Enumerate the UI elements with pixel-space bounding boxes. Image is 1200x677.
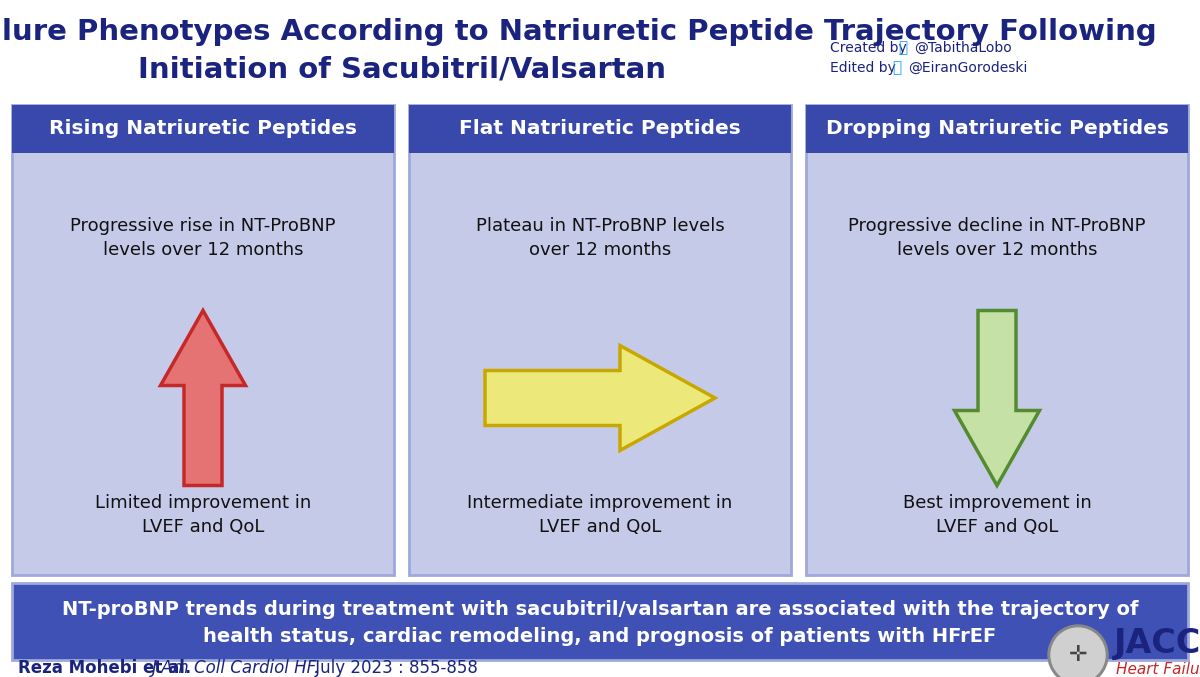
Text: 🐦: 🐦 [892, 60, 901, 76]
Text: Edited by: Edited by [830, 61, 905, 75]
Text: 🐦: 🐦 [898, 41, 907, 56]
Text: @EiranGorodeski: @EiranGorodeski [908, 61, 1027, 75]
Text: Plateau in NT-ProBNP levels
over 12 months: Plateau in NT-ProBNP levels over 12 mont… [475, 217, 725, 259]
Bar [806, 105, 1188, 153]
Circle shape [1048, 625, 1108, 677]
Text: July 2023 : 855-858: July 2023 : 855-858 [310, 659, 478, 677]
Bar [806, 105, 1188, 575]
Text: Intermediate improvement in
LVEF and QoL: Intermediate improvement in LVEF and QoL [467, 494, 733, 536]
Text: Rising Natriuretic Peptides: Rising Natriuretic Peptides [49, 120, 358, 139]
Text: Reza Mohebi et al.: Reza Mohebi et al. [18, 659, 197, 677]
Text: Heart Failure: Heart Failure [1116, 661, 1200, 676]
Text: Dropping Natriuretic Peptides: Dropping Natriuretic Peptides [826, 120, 1169, 139]
Circle shape [1051, 628, 1105, 677]
Text: Best improvement in
LVEF and QoL: Best improvement in LVEF and QoL [902, 494, 1091, 536]
FancyArrow shape [954, 311, 1039, 485]
Text: ✛: ✛ [1069, 645, 1087, 665]
Text: Limited improvement in
LVEF and QoL: Limited improvement in LVEF and QoL [95, 494, 311, 536]
Text: Progressive rise in NT-ProBNP
levels over 12 months: Progressive rise in NT-ProBNP levels ove… [71, 217, 336, 259]
Text: J Am Coll Cardiol HF.: J Am Coll Cardiol HF. [152, 659, 320, 677]
FancyArrow shape [485, 345, 715, 450]
Text: JACC: JACC [1114, 626, 1200, 659]
Text: @TabithaLobo: @TabithaLobo [914, 41, 1012, 55]
Text: NT-proBNP trends during treatment with sacubitril/valsartan are associated with : NT-proBNP trends during treatment with s… [61, 600, 1139, 619]
Bar [12, 583, 1188, 660]
Bar [12, 105, 394, 575]
Text: health status, cardiac remodeling, and prognosis of patients with HFrEF: health status, cardiac remodeling, and p… [203, 628, 997, 647]
Bar [12, 105, 394, 153]
Text: Created by: Created by [830, 41, 911, 55]
Text: Flat Natriuretic Peptides: Flat Natriuretic Peptides [460, 120, 740, 139]
Text: Progressive decline in NT-ProBNP
levels over 12 months: Progressive decline in NT-ProBNP levels … [848, 217, 1146, 259]
Bar [409, 105, 791, 153]
Bar [409, 105, 791, 575]
Text: Initiation of Sacubitril/Valsartan: Initiation of Sacubitril/Valsartan [138, 56, 666, 84]
Text: Heart Failure Phenotypes According to Natriuretic Peptide Trajectory Following: Heart Failure Phenotypes According to Na… [0, 18, 1157, 46]
FancyArrow shape [161, 311, 246, 485]
